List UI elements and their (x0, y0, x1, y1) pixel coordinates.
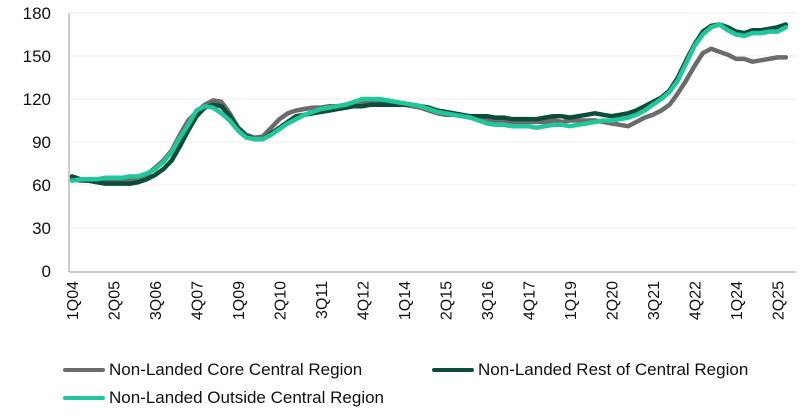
x-axis-ticks: 1Q04 2Q05 3Q06 4Q07 1Q09 2Q10 3Q11 4Q12 1Q14 2Q15… (65, 281, 788, 320)
x-tick-label: 4Q22 (688, 281, 705, 320)
y-axis-ticks: 0 30 60 90 120 150 180 (23, 4, 51, 281)
legend-item-outside-central: Non-Landed Outside Central Region (63, 388, 384, 408)
x-tick-label: 3Q16 (480, 281, 497, 320)
y-tick-label: 120 (23, 90, 51, 109)
x-tick-label: 2Q05 (107, 281, 124, 320)
legend-label: Non-Landed Outside Central Region (109, 388, 385, 407)
series-line-0 (69, 46, 789, 185)
legend-label: Non-Landed Core Central Region (109, 360, 363, 379)
x-tick-label: 2Q25 (771, 281, 788, 320)
x-tick-label: 1Q09 (231, 281, 248, 320)
x-tick-label: 1Q24 (729, 281, 746, 320)
x-tick-label: 3Q06 (148, 281, 165, 320)
legend-swatch (432, 368, 474, 372)
y-tick-label: 180 (23, 4, 51, 23)
x-tick-label: 4Q07 (190, 281, 207, 320)
legend-label: Non-Landed Rest of Central Region (478, 360, 749, 379)
x-tick-label: 4Q17 (522, 281, 539, 320)
series-line-1 (69, 22, 789, 186)
gridlines (69, 12, 796, 229)
x-tick-label: 1Q19 (563, 281, 580, 320)
x-tick-label: 3Q11 (314, 281, 331, 319)
y-tick-label: 90 (32, 133, 51, 152)
x-tick-label: 2Q20 (605, 281, 622, 320)
legend-swatch (63, 396, 105, 400)
series-lines (69, 22, 789, 186)
x-tick-label: 2Q10 (273, 281, 290, 320)
y-tick-label: 30 (32, 219, 51, 238)
x-tick-label: 1Q14 (397, 281, 414, 320)
legend-item-core-central: Non-Landed Core Central Region (63, 360, 362, 380)
legend-item-rest-of-central: Non-Landed Rest of Central Region (432, 360, 748, 380)
series-line-2 (69, 22, 789, 183)
y-tick-label: 0 (42, 262, 51, 281)
x-tick-label: 2Q15 (439, 281, 456, 320)
legend-swatch (63, 368, 105, 372)
y-tick-label: 60 (32, 176, 51, 195)
y-tick-label: 150 (23, 47, 51, 66)
x-tick-label: 3Q21 (646, 281, 663, 320)
x-tick-label: 4Q12 (356, 281, 373, 320)
x-tick-label: 1Q04 (65, 281, 82, 320)
